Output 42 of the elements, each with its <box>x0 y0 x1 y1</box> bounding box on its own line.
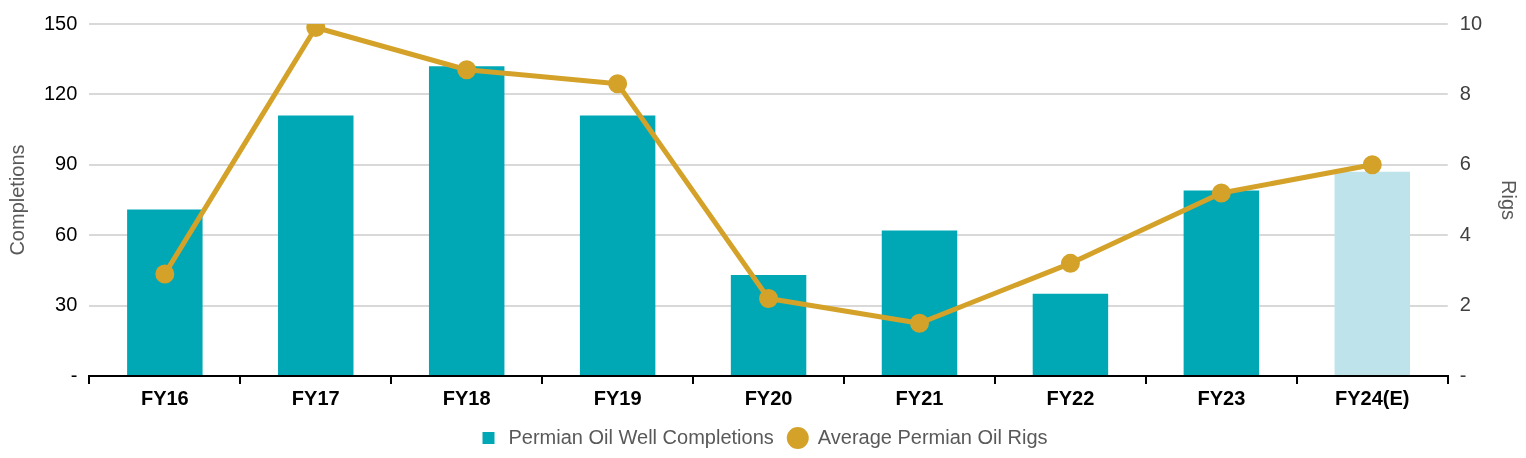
bar <box>881 230 958 375</box>
y-tick-label: 60 <box>55 222 78 245</box>
y-tick-label: - <box>70 363 78 386</box>
y2-tick-label: 4 <box>1459 222 1471 245</box>
y-tick-label: 30 <box>55 293 78 316</box>
y2-tick-label: 8 <box>1459 81 1471 104</box>
bar <box>1334 171 1411 375</box>
y-tick-label: 120 <box>43 81 78 104</box>
legend-label: Average Permian Oil Rigs <box>817 425 1048 448</box>
bar <box>730 275 807 375</box>
bar <box>1183 190 1260 375</box>
point <box>608 74 628 94</box>
y-axis-title: Completions <box>5 144 28 256</box>
x-tick-label: FY20 <box>744 386 793 409</box>
y2-tick-label: - <box>1459 363 1467 386</box>
y2-axis-title: Rigs <box>1498 179 1521 221</box>
bar <box>278 115 354 375</box>
y-tick-label: 150 <box>43 11 78 34</box>
y2-tick-label: 6 <box>1459 152 1471 175</box>
x-tick-label: FY16 <box>140 386 189 409</box>
bar <box>1032 293 1109 375</box>
x-tick-label: FY22 <box>1046 386 1095 409</box>
point <box>909 313 929 333</box>
bar <box>579 115 656 375</box>
y2-tick-label: 2 <box>1459 293 1471 316</box>
point <box>155 264 175 284</box>
x-tick-label: FY19 <box>593 386 642 409</box>
x-tick-label: FY17 <box>291 386 340 409</box>
x-tick-label: FY23 <box>1197 386 1246 409</box>
bar <box>127 209 203 375</box>
y2-tick-label: 10 <box>1459 11 1482 34</box>
legend-label: Permian Oil Well Completions <box>508 425 774 448</box>
point <box>1211 183 1231 203</box>
x-tick-label: FY18 <box>442 386 491 409</box>
bar <box>428 66 505 375</box>
point <box>1362 155 1382 175</box>
x-tick-label: FY24(E) <box>1335 386 1410 409</box>
point <box>759 289 779 309</box>
point <box>1060 253 1080 273</box>
y-tick-label: 90 <box>55 152 78 175</box>
point <box>457 60 477 80</box>
x-tick-label: FY21 <box>895 386 944 409</box>
